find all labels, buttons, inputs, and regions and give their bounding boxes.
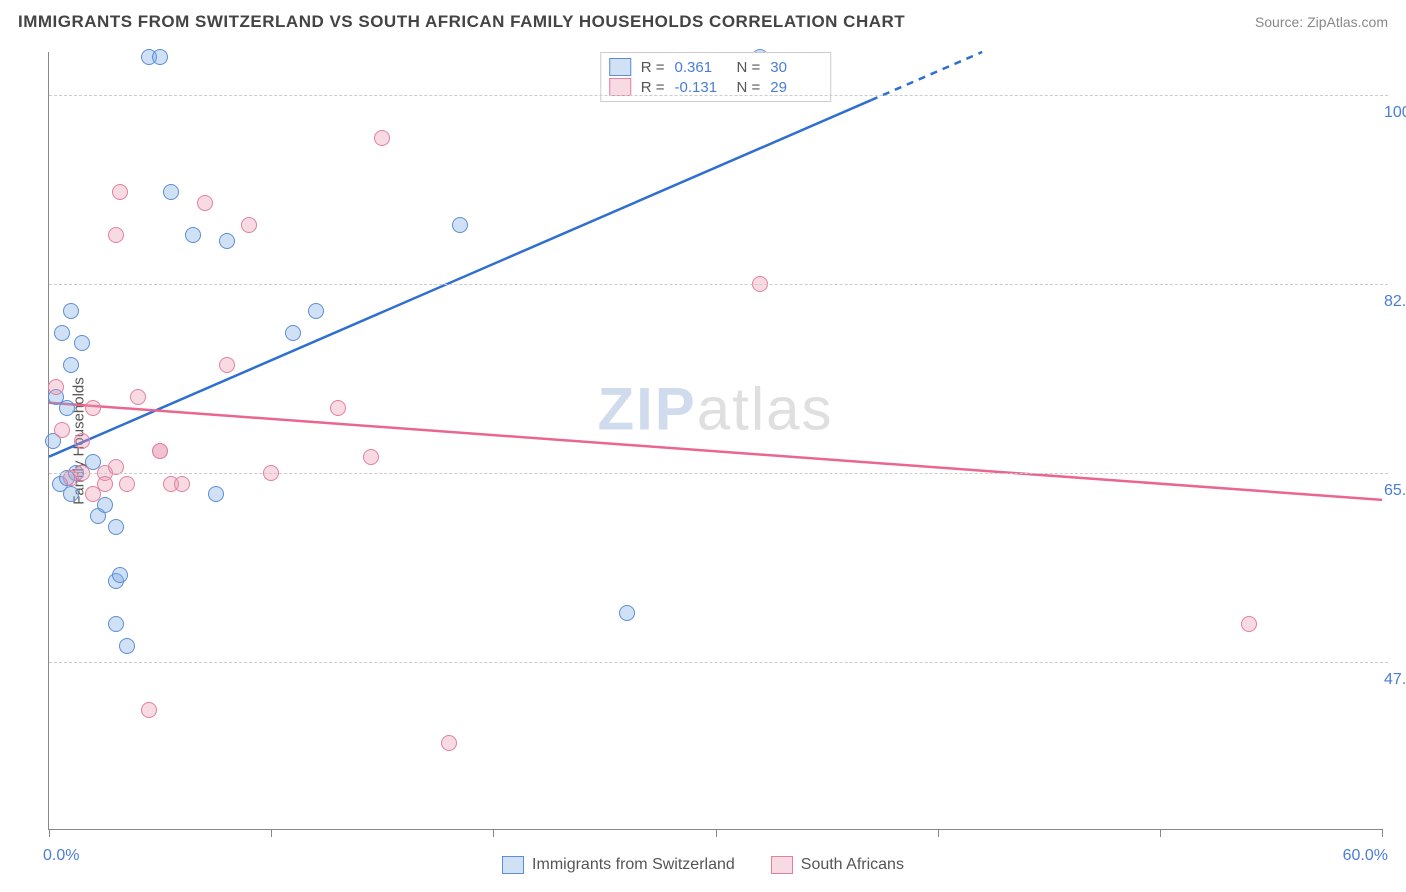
data-point: [74, 433, 90, 449]
y-tick-label: 100.0%: [1374, 104, 1406, 122]
x-tick: [938, 829, 939, 837]
x-tick: [271, 829, 272, 837]
data-point: [54, 422, 70, 438]
data-point: [308, 303, 324, 319]
data-point: [219, 233, 235, 249]
data-point: [208, 486, 224, 502]
data-point: [241, 217, 257, 233]
gridline: [49, 95, 1388, 96]
data-point: [97, 476, 113, 492]
gridline: [49, 473, 1388, 474]
chart-header: IMMIGRANTS FROM SWITZERLAND VS SOUTH AFR…: [18, 12, 1388, 32]
x-tick: [493, 829, 494, 837]
data-point: [108, 227, 124, 243]
x-tick: [1160, 829, 1161, 837]
swatch-series2-bottom: [771, 856, 793, 874]
y-tick-label: 47.5%: [1374, 671, 1406, 689]
data-point: [63, 303, 79, 319]
data-point: [285, 325, 301, 341]
data-point: [619, 605, 635, 621]
data-point: [112, 567, 128, 583]
data-point: [108, 616, 124, 632]
data-point: [63, 357, 79, 373]
legend-row-series1: R = 0.361 N = 30: [609, 57, 823, 77]
swatch-series1: [609, 58, 631, 76]
data-point: [141, 702, 157, 718]
x-tick: [716, 829, 717, 837]
data-point: [59, 400, 75, 416]
data-point: [54, 325, 70, 341]
swatch-series2: [609, 78, 631, 96]
legend-item-series2: South Africans: [771, 856, 904, 874]
chart-title: IMMIGRANTS FROM SWITZERLAND VS SOUTH AFR…: [18, 12, 905, 32]
data-point: [163, 184, 179, 200]
data-point: [85, 400, 101, 416]
data-point: [197, 195, 213, 211]
data-point: [130, 389, 146, 405]
data-point: [330, 400, 346, 416]
scatter-chart: Family Households ZIPatlas R = 0.361 N =…: [48, 52, 1382, 830]
data-point: [174, 476, 190, 492]
data-point: [363, 449, 379, 465]
swatch-series1-bottom: [502, 856, 524, 874]
data-point: [374, 130, 390, 146]
data-point: [441, 735, 457, 751]
data-point: [452, 217, 468, 233]
data-point: [185, 227, 201, 243]
data-point: [152, 443, 168, 459]
data-point: [119, 476, 135, 492]
legend-item-series1: Immigrants from Switzerland: [502, 856, 735, 874]
data-point: [48, 379, 64, 395]
scatter-points: [49, 52, 1382, 829]
y-tick-label: 65.0%: [1374, 482, 1406, 500]
data-point: [1241, 616, 1257, 632]
data-point: [119, 638, 135, 654]
gridline: [49, 284, 1388, 285]
source-label: Source: ZipAtlas.com: [1255, 14, 1388, 30]
x-tick: [1382, 829, 1383, 837]
data-point: [152, 49, 168, 65]
data-point: [112, 184, 128, 200]
gridline: [49, 662, 1388, 663]
series-legend: Immigrants from Switzerland South Africa…: [0, 856, 1406, 874]
x-tick: [49, 829, 50, 837]
data-point: [74, 335, 90, 351]
legend-row-series2: R = -0.131 N = 29: [609, 77, 823, 97]
data-point: [108, 519, 124, 535]
data-point: [219, 357, 235, 373]
data-point: [63, 486, 79, 502]
y-tick-label: 82.5%: [1374, 293, 1406, 311]
